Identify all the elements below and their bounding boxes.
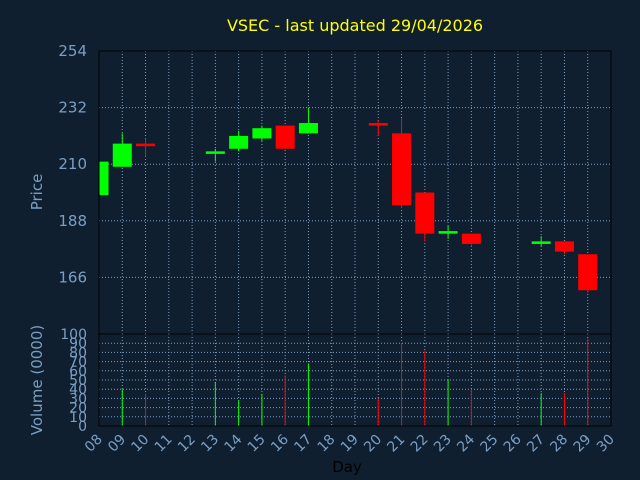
day-tick-label: 16 bbox=[268, 431, 292, 455]
day-tick-label: 08 bbox=[82, 432, 106, 456]
day-tick-label: 17 bbox=[291, 432, 315, 456]
volume-tick-label: 20 bbox=[69, 401, 87, 417]
volume-tick-label: 80 bbox=[69, 345, 87, 361]
chart-title: VSEC - last updated 29/04/2026 bbox=[227, 16, 483, 35]
day-tick-label: 26 bbox=[501, 431, 525, 455]
day-tick-label: 29 bbox=[571, 432, 595, 456]
price-tick-label: 232 bbox=[58, 99, 87, 117]
day-tick-label: 13 bbox=[198, 432, 222, 456]
candle-body bbox=[554, 241, 574, 252]
price-tick-label: 188 bbox=[58, 212, 87, 230]
volume-tick-label: 10 bbox=[69, 410, 87, 426]
price-tick-label: 210 bbox=[58, 155, 87, 173]
candle-body bbox=[136, 143, 156, 147]
day-tick-label: 22 bbox=[408, 432, 432, 456]
day-tick-label: 14 bbox=[222, 431, 246, 455]
day-axis-label: Day bbox=[332, 458, 362, 476]
day-tick-label: 21 bbox=[384, 432, 408, 456]
volume-tick-label: 90 bbox=[69, 336, 87, 352]
grid-lines bbox=[98, 50, 612, 427]
day-tick-label: 19 bbox=[338, 432, 362, 456]
volume-bars bbox=[121, 338, 589, 426]
candle-body bbox=[531, 241, 551, 244]
day-tick-label: 11 bbox=[152, 432, 176, 456]
candle-body bbox=[99, 161, 109, 196]
candle-body bbox=[461, 233, 481, 244]
candle-body bbox=[205, 151, 225, 154]
candle-body bbox=[275, 125, 295, 149]
candle-body bbox=[112, 143, 132, 167]
day-tick-label: 15 bbox=[245, 432, 269, 456]
price-axis-ticks: 166 188 210 232 254 bbox=[58, 42, 87, 286]
volume-tick-label: 40 bbox=[69, 382, 87, 398]
volume-tick-label: 50 bbox=[69, 373, 87, 389]
candle-body bbox=[578, 254, 598, 291]
day-tick-label: 27 bbox=[524, 432, 548, 456]
price-tick-label: 166 bbox=[58, 268, 87, 286]
day-tick-label: 24 bbox=[454, 431, 478, 455]
candle-body bbox=[252, 128, 272, 139]
candle-body bbox=[415, 192, 435, 234]
price-tick-label: 254 bbox=[58, 42, 87, 60]
volume-tick-label: 0 bbox=[78, 419, 87, 435]
price-axis-label: Price bbox=[28, 174, 46, 211]
volume-panel-border bbox=[98, 333, 612, 427]
day-tick-label: 28 bbox=[547, 432, 571, 456]
day-axis-ticks: 08 09 10 11 12 13 14 15 16 17 18 19 20 21 22 23 24 25 26 27… bbox=[82, 431, 618, 455]
price-candles bbox=[98, 107, 598, 293]
day-tick-label: 12 bbox=[175, 432, 199, 456]
candle-body bbox=[229, 135, 249, 149]
volume-tick-label: 70 bbox=[69, 355, 87, 371]
candle-body bbox=[298, 123, 318, 134]
day-tick-label: 23 bbox=[431, 432, 455, 456]
volume-tick-label: 100 bbox=[60, 327, 87, 343]
candle-body bbox=[392, 133, 412, 206]
candle-body bbox=[368, 123, 388, 126]
volume-axis-label: Volume (0000) bbox=[28, 325, 46, 435]
day-tick-label: 09 bbox=[105, 432, 129, 456]
day-tick-label: 20 bbox=[361, 432, 385, 456]
day-tick-label: 25 bbox=[478, 432, 502, 456]
volume-tick-label: 30 bbox=[69, 391, 87, 407]
day-tick-label: 30 bbox=[594, 432, 618, 456]
day-tick-label: 18 bbox=[315, 432, 339, 456]
candle-body bbox=[438, 231, 458, 234]
day-tick-label: 10 bbox=[128, 432, 152, 456]
volume-tick-label: 60 bbox=[69, 364, 87, 380]
